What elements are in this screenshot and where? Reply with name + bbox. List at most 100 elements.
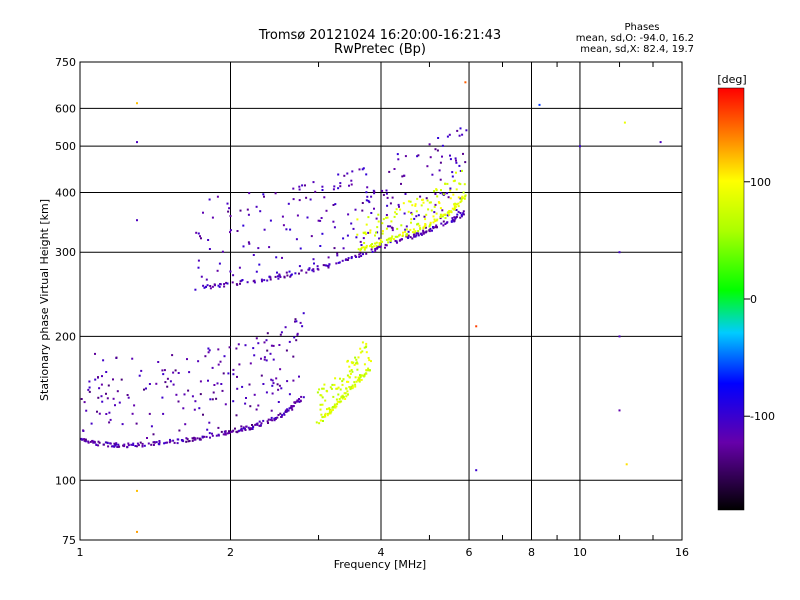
data-point [316, 265, 319, 268]
data-point [376, 245, 379, 248]
x-tick-label: 10 [573, 546, 587, 559]
data-point [259, 210, 262, 213]
data-point [355, 256, 358, 258]
data-point [386, 196, 389, 199]
data-point [368, 369, 371, 372]
data-point [417, 232, 420, 235]
data-point [219, 360, 222, 363]
data-point [96, 410, 98, 413]
data-point [345, 387, 348, 390]
data-point [155, 441, 158, 444]
data-point [369, 229, 372, 232]
data-point [426, 199, 429, 202]
data-point [146, 437, 148, 439]
data-point [356, 368, 359, 371]
data-point [336, 400, 339, 403]
data-point [227, 210, 230, 213]
data-point [298, 400, 301, 403]
data-point [286, 380, 289, 383]
data-point [385, 227, 388, 230]
data-point [333, 405, 336, 408]
data-point [415, 232, 418, 235]
data-point [365, 173, 368, 176]
data-point [355, 362, 357, 365]
data-point [90, 422, 93, 425]
data-point [141, 445, 144, 447]
data-point [194, 400, 197, 403]
data-point [157, 361, 160, 363]
data-point [295, 339, 298, 342]
data-point [102, 443, 105, 446]
data-point [235, 347, 238, 350]
data-point [387, 241, 390, 244]
data-point [217, 434, 220, 437]
data-point [331, 383, 334, 386]
data-point [455, 203, 458, 206]
data-point [211, 366, 214, 369]
data-point [284, 409, 287, 412]
data-point [337, 173, 340, 176]
data-point [118, 401, 121, 404]
data-point [413, 231, 416, 234]
data-point [413, 235, 416, 238]
data-point [349, 388, 352, 391]
data-point [298, 375, 300, 378]
data-point [311, 269, 314, 272]
data-point [296, 214, 299, 217]
data-point [388, 170, 391, 173]
data-point [208, 248, 211, 250]
y-tick-label: 750 [55, 56, 76, 69]
data-point [263, 341, 266, 344]
data-point [348, 365, 351, 368]
data-point [279, 276, 282, 278]
data-point [276, 275, 279, 278]
data-point [405, 228, 408, 231]
data-point [204, 355, 207, 358]
data-point [417, 234, 420, 237]
data-point [245, 425, 248, 428]
data-point [281, 414, 284, 417]
data-point [263, 195, 265, 198]
data-point [226, 282, 229, 285]
data-point [379, 238, 382, 241]
data-point [441, 144, 444, 147]
data-point [449, 189, 452, 192]
data-point [321, 189, 324, 191]
data-point [253, 393, 256, 396]
data-point [289, 275, 292, 278]
data-point [459, 216, 462, 219]
data-point [359, 375, 362, 378]
data-point [429, 221, 432, 224]
data-point [454, 205, 457, 208]
data-point [360, 255, 363, 257]
data-point [455, 188, 458, 191]
x-tick-label: 6 [466, 546, 473, 559]
data-point [112, 445, 115, 448]
data-point [299, 321, 302, 324]
data-point [389, 237, 392, 240]
y-tick-label: 600 [55, 102, 76, 115]
data-point [357, 356, 360, 359]
data-point [169, 440, 172, 443]
data-point [274, 417, 277, 419]
data-point [381, 230, 384, 233]
data-point [87, 388, 90, 391]
data-point [114, 444, 117, 447]
data-point [83, 439, 86, 442]
data-point [226, 202, 229, 205]
data-point [432, 227, 435, 230]
data-point [357, 248, 360, 251]
data-point [248, 242, 251, 245]
data-point [277, 277, 280, 280]
data-point [344, 258, 347, 261]
x-tick-label: 4 [378, 546, 385, 559]
data-point [439, 207, 442, 210]
data-point [414, 204, 417, 207]
data-point [375, 217, 378, 220]
data-point [187, 389, 190, 392]
data-point [98, 441, 101, 444]
data-point [269, 219, 272, 222]
chart-subtitle: RwPretec (Bp) [334, 42, 426, 57]
data-point [360, 374, 363, 377]
